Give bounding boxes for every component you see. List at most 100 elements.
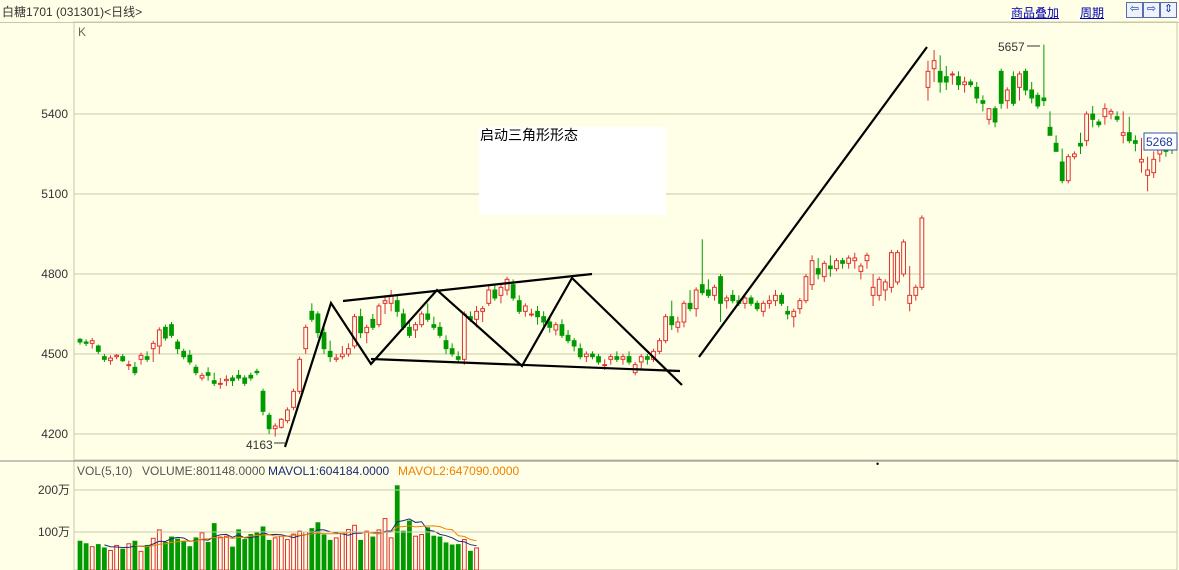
candle-body xyxy=(724,297,730,302)
candle-body xyxy=(370,318,376,328)
candle-body xyxy=(156,329,162,347)
candle-body xyxy=(986,108,992,120)
volume-bar xyxy=(449,544,455,570)
candle-body xyxy=(681,302,687,323)
lower-trendline xyxy=(370,357,681,373)
volume-bar xyxy=(272,537,278,570)
candle-body xyxy=(504,278,510,291)
candle-body xyxy=(529,313,534,316)
candle-body xyxy=(925,70,931,88)
candle-body xyxy=(1133,140,1138,144)
volume-bar xyxy=(114,544,119,570)
volume-bar xyxy=(327,539,333,570)
candle-body xyxy=(541,316,547,323)
candle-body xyxy=(815,268,821,275)
nav-left-button[interactable]: ⇦ xyxy=(1126,2,1143,18)
volume-bar xyxy=(382,518,388,570)
candle-body xyxy=(626,356,632,363)
overlay-link[interactable]: 商品叠加 xyxy=(1011,6,1060,20)
volume-bar xyxy=(431,535,437,570)
title-bar: 白糖1701 (031301)<日线> 商品叠加 周期 ⇦ ⇨ ⇕ xyxy=(0,0,1179,23)
candle-body xyxy=(1078,142,1083,147)
candle-body xyxy=(565,334,571,342)
candle-body xyxy=(522,305,528,312)
mavol2-label: MAVOL2:647090.0000 xyxy=(398,464,520,478)
candle-body xyxy=(254,370,260,374)
candle-body xyxy=(1120,132,1126,136)
volume-bar xyxy=(266,539,272,570)
candle-body xyxy=(364,326,370,334)
candle-body xyxy=(827,265,833,270)
candle-body xyxy=(571,340,577,347)
candle-body xyxy=(394,300,400,312)
breakout-line xyxy=(698,46,928,358)
candle-body xyxy=(303,326,309,350)
candle-body xyxy=(1108,110,1114,115)
candle-body xyxy=(821,262,827,278)
candle-body xyxy=(858,265,864,272)
candle-body xyxy=(1126,132,1132,142)
cursor-dot: • xyxy=(876,459,879,469)
volume-bar xyxy=(352,524,357,570)
volume-bar xyxy=(474,547,479,570)
volume-bar xyxy=(217,536,223,570)
candle-body xyxy=(876,278,882,296)
candle-body xyxy=(730,294,736,302)
pattern-lines xyxy=(283,46,928,448)
volume-bar xyxy=(285,539,290,570)
nav-right-button[interactable]: ⇨ xyxy=(1143,2,1160,18)
volume-bar xyxy=(321,534,327,570)
annotation-text: 启动三角形形态 xyxy=(480,127,578,143)
price-panel-frame xyxy=(73,21,1178,461)
nav-expand-button[interactable]: ⇕ xyxy=(1160,2,1177,18)
candle-body xyxy=(163,326,168,339)
volume-bar xyxy=(425,527,431,570)
candle-body xyxy=(980,100,986,104)
volume-bar xyxy=(388,537,394,570)
candle-body xyxy=(748,297,754,304)
volume-bar xyxy=(126,543,132,570)
volume-bar xyxy=(77,540,83,570)
volume-bar xyxy=(461,539,467,570)
candle-body xyxy=(583,353,589,358)
candle-body xyxy=(590,353,595,358)
candle-body xyxy=(272,425,278,430)
candle-body xyxy=(577,348,583,358)
volume-bar xyxy=(297,530,303,570)
volume-bar xyxy=(193,537,199,570)
candle-body xyxy=(596,356,601,363)
candle-body xyxy=(144,356,150,360)
candle-body xyxy=(224,378,229,382)
candle-body xyxy=(718,276,723,304)
candle-body xyxy=(687,302,693,310)
volume-bar xyxy=(108,549,113,570)
candle-body xyxy=(956,76,961,86)
candle-body xyxy=(126,364,132,367)
candle-body xyxy=(834,260,839,270)
candle-body xyxy=(425,313,431,320)
candle-body xyxy=(193,366,199,374)
candle-body xyxy=(797,300,803,310)
volume-bar xyxy=(138,550,144,570)
candle-body xyxy=(773,294,778,302)
period-link[interactable]: 周期 xyxy=(1080,6,1105,20)
candle-body xyxy=(266,414,272,430)
candle-body xyxy=(614,356,620,360)
volume-bar xyxy=(230,546,235,570)
candle-body xyxy=(309,310,315,320)
mavol1-line xyxy=(104,518,477,549)
candle-body xyxy=(669,316,675,326)
candle-body xyxy=(864,254,870,262)
candle-body xyxy=(1090,113,1096,120)
current-price-label: 5268 xyxy=(1146,135,1173,149)
volume-grid: 100万 200万 xyxy=(38,483,1177,539)
volume-bar xyxy=(400,530,406,570)
candle-body xyxy=(285,409,290,422)
chart-title: 白糖1701 (031301)<日线> xyxy=(2,5,143,19)
candle-body xyxy=(699,284,705,294)
volume-bar xyxy=(370,536,376,570)
candle-body xyxy=(315,313,321,334)
candle-body xyxy=(346,348,351,355)
candle-body xyxy=(559,324,565,336)
candle-body xyxy=(608,356,614,360)
